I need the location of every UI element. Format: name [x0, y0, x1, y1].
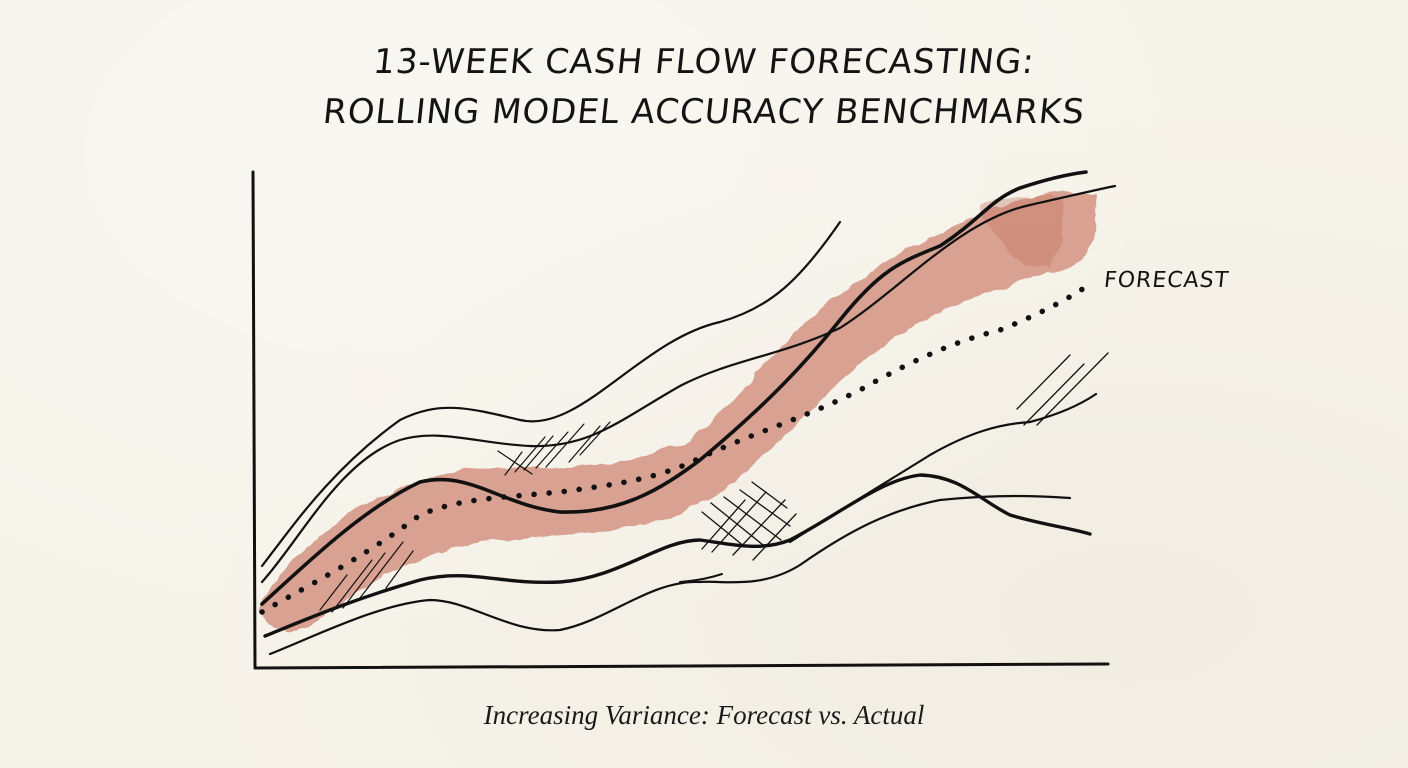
hatch-marks-upper-center [497, 421, 611, 476]
variance-drift-line [788, 392, 1098, 544]
upper-bound-inner-line [260, 184, 1117, 584]
hatch-marks-lower-left [319, 541, 414, 613]
axes [251, 170, 1110, 670]
chart-caption: Increasing Variance: Forecast vs. Actual [483, 700, 925, 730]
hatch-marks-right [1016, 352, 1109, 426]
lower-bound-outer-line [268, 494, 1072, 656]
x-axis [253, 662, 1110, 670]
lower-bound-inner-line [263, 473, 1092, 638]
forecast-line [259, 281, 1093, 615]
y-axis [251, 170, 257, 670]
upper-bound-outer-line [260, 220, 842, 568]
actual-line [260, 170, 1088, 606]
connector-stroke [679, 573, 723, 583]
forecast-line-label: FORECAST [1102, 268, 1231, 293]
cross-hatch-lower-center [701, 481, 797, 561]
confidence-band [260, 192, 1098, 632]
